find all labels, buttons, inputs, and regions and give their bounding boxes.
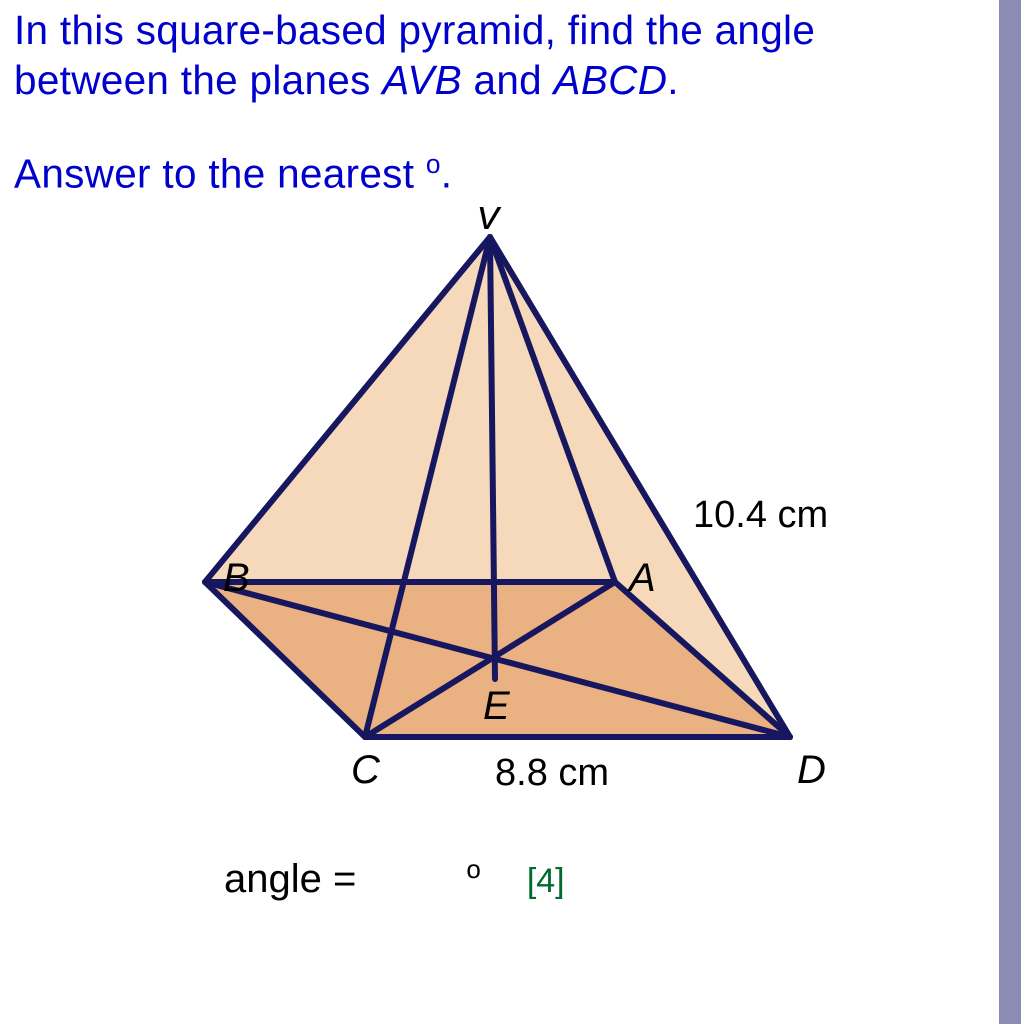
q1-suffix: . — [667, 57, 679, 103]
q1-mid: and — [462, 57, 554, 103]
answer-label: angle = — [224, 857, 356, 902]
question-text-2: Answer to the nearest o. — [14, 148, 976, 199]
svg-text:10.4 cm: 10.4 cm — [693, 494, 828, 536]
answer-row: angle = o [4] — [224, 857, 976, 902]
svg-text:V: V — [475, 207, 505, 238]
degree-unit: o — [466, 854, 480, 885]
svg-text:A: A — [627, 556, 656, 600]
question-text-1: In this square-based pyramid, find the a… — [14, 6, 976, 106]
side-panel — [999, 0, 1021, 1024]
q2-prefix: Answer to the nearest — [14, 150, 426, 196]
svg-text:B: B — [223, 556, 250, 600]
svg-text:C: C — [351, 748, 381, 792]
plane-1: AVB — [382, 57, 462, 103]
angle-input[interactable] — [366, 858, 456, 902]
svg-text:8.8 cm: 8.8 cm — [495, 752, 609, 794]
q2-suffix: . — [441, 150, 453, 196]
question-block: In this square-based pyramid, find the a… — [0, 0, 990, 902]
marks-indicator: [4] — [527, 862, 565, 901]
svg-text:D: D — [797, 748, 826, 792]
plane-2: ABCD — [554, 57, 668, 103]
pyramid-diagram: V B A C D E 10.4 cm 8.8 cm — [95, 207, 895, 847]
diagram-container: V B A C D E 10.4 cm 8.8 cm — [14, 207, 976, 847]
svg-text:E: E — [483, 684, 511, 728]
degree-symbol: o — [426, 149, 441, 179]
